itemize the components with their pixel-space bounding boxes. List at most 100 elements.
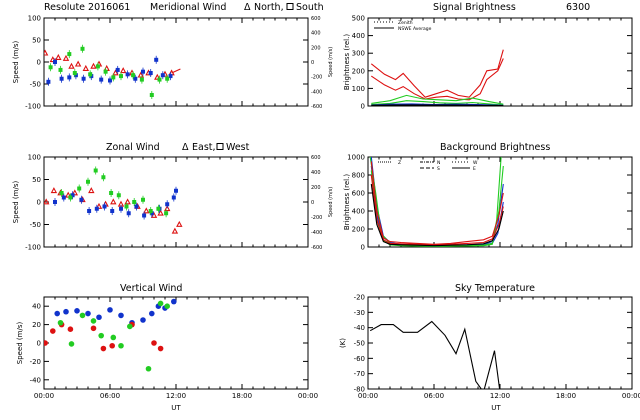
y-tick-label-right: 0 (311, 200, 314, 206)
y-tick-label-right: -400 (311, 89, 322, 95)
data-point (44, 340, 48, 346)
y-tick-label: -20 (354, 294, 365, 302)
y-tick-label: -80 (354, 386, 365, 394)
vertical-plot-frame (43, 296, 309, 390)
signal-ylabel: Brightness (rel.) (343, 34, 351, 90)
data-point (57, 319, 64, 326)
y-tick-label-right: -600 (311, 245, 322, 251)
data-point (149, 310, 155, 317)
sky-plot-frame (367, 296, 633, 390)
data-point (157, 300, 164, 307)
data-point (137, 71, 145, 78)
y-tick-label: 0 (361, 244, 365, 252)
y-tick-label: 40 (32, 303, 41, 311)
zonal-ylabel: Speed (m/s) (12, 181, 20, 224)
x-tick-label: 12:00 (166, 392, 186, 400)
x-tick-label: 06:00 (424, 392, 444, 400)
meridional-ylabel: Speed (m/s) (12, 41, 20, 84)
data-point (119, 67, 127, 74)
zonal-title: Zonal Wind (106, 142, 160, 153)
data-point (98, 332, 104, 339)
series-line (171, 68, 181, 74)
y-tick-label-right: 200 (311, 45, 321, 51)
y-tick-label: -50 (30, 221, 41, 229)
y-tick-label-right: -200 (311, 215, 322, 221)
y-tick-label-right: -200 (311, 75, 322, 81)
y-tick-label: 0 (37, 199, 41, 207)
y-tick-label: 0 (37, 340, 41, 348)
y-tick-label-right: -400 (311, 230, 322, 236)
data-point (157, 345, 164, 352)
meridional-ylabel-right: Speed (m/s) (328, 47, 334, 77)
y-tick-label: -40 (30, 376, 41, 384)
background-title: Background Brightness (440, 142, 550, 153)
data-point (44, 198, 50, 205)
signal-legend-average: NSWE Average (398, 26, 432, 32)
y-tick-label-right: 600 (311, 155, 321, 161)
data-point (96, 314, 102, 321)
data-point (176, 220, 183, 227)
series-line (370, 174, 504, 246)
x-tick-label: 00:00 (298, 392, 318, 400)
series-line (371, 104, 504, 106)
sky-title: Sky Temperature (455, 283, 535, 294)
data-point (82, 64, 90, 71)
y-tick-label-right: 0 (311, 60, 314, 66)
data-point (163, 205, 171, 212)
sky-xlabel: UT (491, 404, 501, 412)
meridional-title: Meridional Wind (150, 2, 226, 13)
legend-triangle-icon: Δ (244, 2, 251, 13)
data-point (71, 189, 79, 196)
background-ylabel: Brightness (rel.) (343, 174, 351, 230)
x-tick-label: 00:00 (34, 392, 54, 400)
meridional-legend-north: North, (254, 2, 284, 13)
sky-ylabel: (K) (339, 338, 347, 348)
data-point (44, 49, 49, 56)
signal-title: Signal Brightness (433, 2, 516, 13)
y-tick-label: -20 (30, 358, 41, 366)
data-point (118, 342, 124, 349)
data-point (74, 60, 82, 67)
data-point (79, 312, 86, 319)
y-tick-label: -100 (25, 103, 41, 111)
y-tick-label: -50 (354, 340, 365, 348)
series-line (369, 157, 502, 247)
data-point (49, 56, 57, 63)
y-tick-label: -60 (354, 355, 365, 363)
data-point (151, 340, 157, 346)
y-tick-label: 100 (28, 154, 41, 162)
y-tick-label-right: 600 (311, 16, 321, 22)
data-point (50, 187, 58, 194)
y-tick-label: 400 (352, 208, 365, 216)
y-tick-label: 200 (352, 67, 365, 75)
data-point (110, 198, 117, 205)
series-line (370, 49, 504, 98)
data-point (157, 209, 164, 216)
data-point (118, 312, 124, 319)
y-tick-label: -100 (25, 244, 41, 252)
data-point (110, 334, 117, 341)
series-line (370, 165, 504, 247)
data-point (171, 298, 177, 305)
sky-temperature-panel: Sky Temperature (K) UT -20 -30 -40 -50 -60 -7… (339, 283, 640, 412)
legend-square-icon (286, 3, 294, 10)
x-tick-label: 18:00 (556, 392, 576, 400)
background-legend-s: S (437, 166, 440, 172)
vertical-wind-panel: Vertical Wind Speed (m/s) UT 40 20 0 -20 -40… (16, 283, 318, 412)
y-tick-label: 500 (352, 15, 365, 23)
data-point (63, 308, 69, 315)
y-tick-label: 100 (352, 85, 365, 93)
background-brightness-panel: Background Brightness Brightness (rel.) … (343, 142, 633, 252)
data-point (171, 227, 179, 234)
series-line (369, 320, 501, 389)
data-point (112, 69, 119, 76)
y-tick-label: 400 (352, 32, 365, 40)
series-line (370, 161, 504, 245)
zonal-legend-east: East, (192, 142, 216, 153)
y-tick-label: 50 (32, 176, 41, 184)
x-tick-label: 06:00 (100, 392, 120, 400)
background-legend-z: Z (398, 160, 401, 166)
data-point (90, 325, 97, 332)
x-tick-label: 18:00 (232, 392, 252, 400)
legend-triangle-icon: Δ (182, 142, 189, 153)
